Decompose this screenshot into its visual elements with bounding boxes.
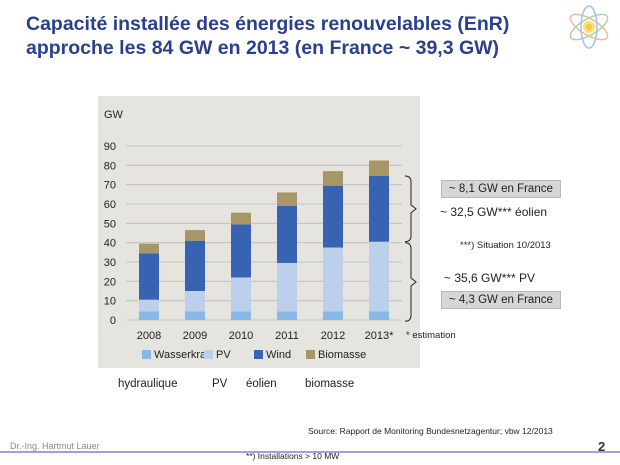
bar-segment	[277, 311, 297, 320]
x-tick-label: 2009	[183, 330, 207, 342]
legend-label: Wasserkraft	[154, 349, 212, 361]
y-tick-label: 10	[104, 296, 116, 308]
bar-segment	[369, 175, 389, 242]
bar-segment	[139, 253, 159, 300]
slide-title-line2: approche les 84 GW en 2013 (en France ~ …	[26, 37, 500, 59]
bar-segment	[139, 311, 159, 320]
legend-swatch	[254, 350, 263, 359]
bar-segment	[231, 212, 251, 225]
y-tick-label: 80	[104, 160, 116, 172]
translation-hydraulique: hydraulique	[118, 378, 178, 390]
wind-france-box: ~ 8,1 GW en France	[441, 180, 561, 198]
y-tick-label: 30	[104, 257, 116, 269]
bar-segment	[185, 240, 205, 291]
translation-eolien: éolien	[246, 378, 277, 390]
bar-segment	[185, 291, 205, 312]
estimation-note: * estimation	[406, 330, 456, 341]
y-tick-label: 70	[104, 180, 116, 192]
x-tick-label: 2010	[229, 330, 253, 342]
bar-segment	[323, 185, 343, 248]
atom-logo-icon	[569, 5, 609, 49]
x-tick-label: 2008	[137, 330, 161, 342]
translation-pv: PV	[212, 378, 228, 390]
x-tick-label: 2012	[321, 330, 345, 342]
legend-label: Wind	[266, 349, 291, 361]
bar-segment	[323, 171, 343, 186]
bar-segment	[369, 241, 389, 312]
bar-segment	[323, 311, 343, 320]
wind-total-label: ~ 32,5 GW*** éolien	[440, 205, 548, 219]
x-tick-label: 2013*	[365, 330, 394, 342]
bar-segment	[185, 311, 205, 320]
author-name: Dr.-Ing. Hartmut Lauer	[10, 441, 100, 451]
bar-segment	[369, 311, 389, 320]
y-axis-label: GW	[104, 109, 124, 121]
wind-brace	[404, 175, 417, 243]
x-tick-label: 2011	[275, 330, 299, 342]
chart-background	[98, 96, 420, 368]
pv-total-label: ~ 35,6 GW*** PV	[444, 271, 536, 285]
slide-title: Capacité installée des énergies renouvel…	[26, 12, 566, 60]
legend-label: Biomasse	[318, 349, 366, 361]
bar-segment	[323, 247, 343, 312]
bar-segment	[369, 160, 389, 176]
bar-segment	[277, 262, 297, 312]
bar-segment	[185, 230, 205, 241]
situation-note: ***) Situation 10/2013	[460, 240, 551, 251]
y-tick-label: 90	[104, 141, 116, 153]
bar-segment	[139, 299, 159, 312]
page-number: 2	[598, 439, 606, 454]
y-tick-label: 60	[104, 199, 116, 211]
slide-title-line1: Capacité installée des énergies renouvel…	[26, 13, 510, 35]
bar-segment	[231, 311, 251, 320]
bar-segment	[277, 192, 297, 206]
bar-segment	[231, 277, 251, 312]
source-note: Source: Rapport de Monitoring Bundesnetz…	[308, 426, 553, 436]
bar-segment	[231, 224, 251, 278]
legend-swatch	[142, 350, 151, 359]
legend-swatch	[204, 350, 213, 359]
translation-biomasse: biomasse	[305, 378, 355, 390]
pv-france-box: ~ 4,3 GW en France	[441, 291, 561, 309]
legend-swatch	[306, 350, 315, 359]
installations-note: **) Installations > 10 MW	[246, 451, 340, 461]
y-tick-label: 50	[104, 218, 116, 230]
bar-segment	[277, 205, 297, 263]
y-tick-label: 20	[104, 276, 116, 288]
bar-segment	[139, 243, 159, 254]
pv-brace	[404, 242, 417, 322]
y-tick-label: 0	[110, 315, 116, 327]
y-tick-label: 40	[104, 238, 116, 250]
footer-divider	[0, 451, 620, 453]
legend-label: PV	[216, 349, 231, 361]
